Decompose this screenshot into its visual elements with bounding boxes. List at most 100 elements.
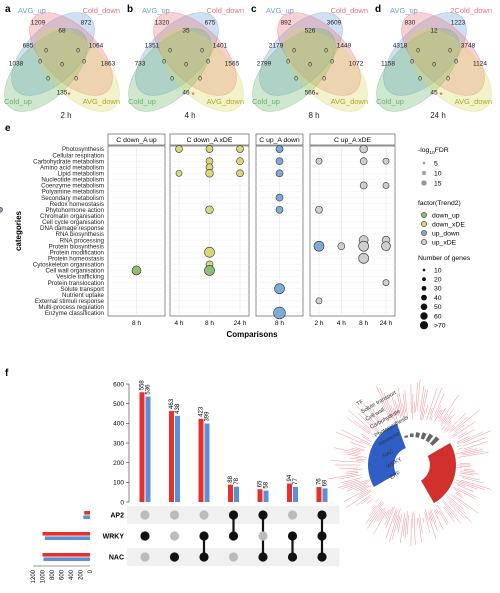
x-tick-label: 4 h bbox=[337, 320, 346, 327]
bar-value-red: 94 bbox=[287, 474, 293, 481]
bubble-legend: -log10FDR 5 10 15 factor(Trend2) down_up down_… bbox=[418, 147, 471, 330]
ellipse-cold-up bbox=[376, 28, 460, 112]
x-axis-title: Comparisons bbox=[226, 330, 278, 339]
ellipse-cold-down bbox=[401, 12, 485, 96]
matrix-dot bbox=[199, 552, 209, 562]
category-label: Vesicle trafficking bbox=[56, 274, 104, 281]
upset-bar-blue bbox=[145, 396, 151, 502]
bar-value-red: 76 bbox=[317, 478, 323, 485]
category-label: Carbohydrate metabolism bbox=[33, 158, 104, 165]
radial-line bbox=[451, 431, 459, 437]
radial-line bbox=[434, 393, 445, 416]
radial-line bbox=[343, 451, 359, 455]
venn-count: 0 bbox=[330, 59, 334, 66]
legend-ngenes-title: Number of genes bbox=[418, 255, 471, 262]
radial-line bbox=[425, 404, 429, 414]
venn-count: 1209 bbox=[31, 20, 46, 27]
venn-time-label: 4 h bbox=[184, 111, 195, 120]
facet-title: C up_A down bbox=[259, 137, 300, 144]
radial-line bbox=[457, 452, 489, 458]
radial-line bbox=[348, 448, 361, 453]
ellipse-avg-up bbox=[11, 12, 95, 96]
category-label: Protein homeostasis bbox=[48, 256, 104, 263]
set-size-tick: 600 bbox=[60, 569, 66, 580]
radial-line bbox=[363, 425, 372, 433]
ellipse-avg-down bbox=[408, 28, 492, 112]
legend-ngenes-dot bbox=[422, 277, 426, 282]
radial-line bbox=[416, 517, 418, 524]
radial-line bbox=[339, 474, 362, 480]
set-size-tick: 1000 bbox=[41, 569, 47, 583]
radial-line bbox=[381, 402, 391, 422]
upset-bar-blue bbox=[175, 415, 180, 502]
bubble-point bbox=[205, 169, 214, 178]
radial-line bbox=[375, 498, 380, 502]
radial-line bbox=[373, 511, 387, 534]
radial-line bbox=[357, 412, 380, 434]
matrix-dot bbox=[287, 510, 298, 520]
bar-value-red: 88 bbox=[228, 475, 234, 482]
category-label: Protein modification bbox=[50, 249, 105, 256]
radial-line bbox=[339, 477, 363, 484]
radial-line bbox=[455, 479, 486, 491]
radial-line bbox=[440, 408, 455, 427]
upset-bar-blue bbox=[234, 486, 239, 502]
bubble-point bbox=[275, 157, 284, 165]
bubble-point bbox=[275, 169, 284, 178]
panel-label-d: d bbox=[375, 4, 381, 15]
category-label: RNA biosynthesis bbox=[56, 231, 105, 238]
venn-count: 675 bbox=[205, 20, 216, 27]
venn-count: 1072 bbox=[349, 61, 364, 68]
inner-wedge bbox=[415, 432, 420, 438]
category-label: Amino acid metabolism bbox=[40, 164, 104, 171]
radial-line bbox=[367, 405, 380, 422]
radial-line bbox=[402, 393, 406, 413]
legend-ngenes-dot bbox=[421, 286, 427, 291]
upset-bar-red bbox=[316, 487, 322, 502]
inner-wedge bbox=[404, 435, 409, 438]
matrix-dot bbox=[258, 510, 268, 520]
radial-line bbox=[456, 484, 474, 493]
radial-line bbox=[397, 404, 402, 418]
venn-label-avg-up: AVG_up bbox=[266, 6, 294, 15]
legend-trend-title: factor(Trend2) bbox=[418, 200, 461, 207]
radial-line bbox=[436, 504, 449, 524]
venn-count: 1449 bbox=[337, 43, 352, 50]
y-tick-label: 400 bbox=[113, 421, 124, 428]
radial-line bbox=[429, 407, 433, 415]
y-axis-title: categories bbox=[14, 210, 23, 251]
bar-value-blue: 438 bbox=[175, 403, 181, 414]
radial-line bbox=[404, 510, 408, 539]
venn-count: 0 bbox=[418, 76, 422, 83]
venn-count: 526 bbox=[305, 28, 316, 35]
venn-count: 0 bbox=[168, 48, 172, 55]
set-label: AP2 bbox=[110, 513, 124, 520]
legend-fdr-label: 5 bbox=[434, 160, 438, 167]
radial-line bbox=[370, 504, 377, 512]
radial-line bbox=[444, 415, 451, 424]
bubble-point bbox=[204, 246, 215, 258]
star-marker: * bbox=[439, 91, 442, 100]
radial-line bbox=[438, 407, 446, 420]
venn-count: 1223 bbox=[451, 20, 466, 27]
radial-line bbox=[338, 467, 359, 470]
venn-count: 0 bbox=[308, 62, 312, 69]
venn-count: 1565 bbox=[225, 61, 240, 68]
matrix-dot bbox=[228, 552, 239, 562]
bubble-point bbox=[204, 265, 215, 276]
radial-line bbox=[448, 501, 465, 519]
radial-line bbox=[463, 438, 485, 447]
y-tick-label: 500 bbox=[113, 401, 124, 408]
radial-line bbox=[372, 409, 384, 425]
radial-line bbox=[418, 518, 422, 543]
venn-count: 1863 bbox=[101, 61, 116, 68]
legend-trend-label: down_up bbox=[432, 212, 460, 219]
radial-line bbox=[458, 481, 478, 490]
venn-count: 0 bbox=[286, 59, 290, 66]
radial-line bbox=[361, 434, 370, 440]
matrix-dot bbox=[228, 531, 239, 541]
legend-ngenes-label: 20 bbox=[434, 277, 442, 284]
